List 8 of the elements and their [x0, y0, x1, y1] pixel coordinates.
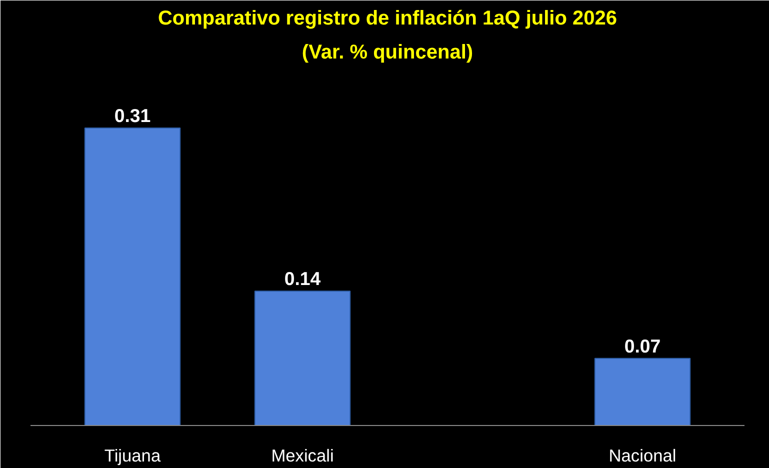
x-tick-label: Tijuana: [104, 446, 161, 466]
data-label: 0.14: [284, 268, 322, 290]
chart-subtitle: (Var. % quincenal): [302, 42, 474, 64]
x-tick-label: Nacional: [608, 446, 676, 466]
data-label: 0.07: [624, 335, 661, 356]
data-label: 0.31: [114, 105, 151, 126]
x-tick-label: Mexicali: [271, 446, 334, 466]
chart-title: Comparativo registro de inflación 1aQ julio 2026: [158, 8, 618, 30]
